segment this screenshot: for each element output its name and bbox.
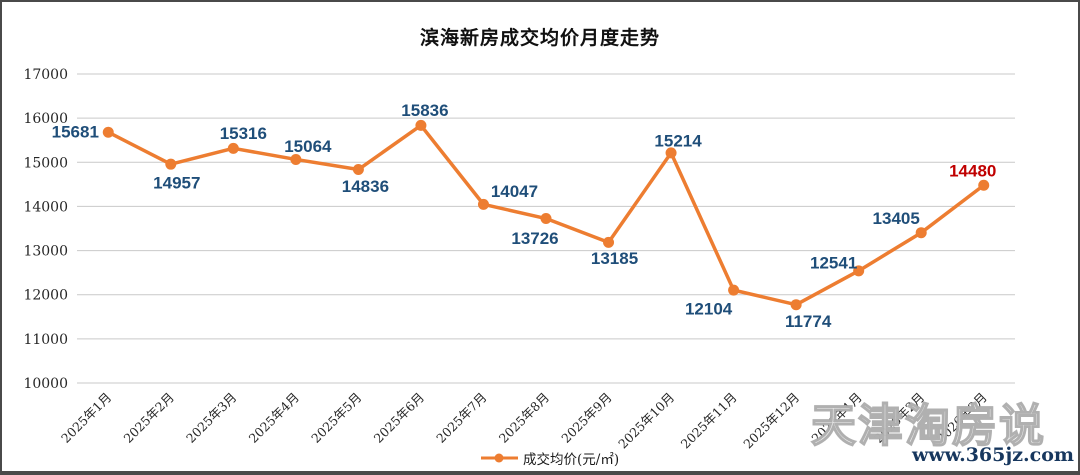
y-tick-label: 11000 <box>23 332 68 348</box>
x-tick-label: 2025年9月 <box>558 390 614 446</box>
data-label: 14047 <box>491 182 538 201</box>
data-point <box>415 119 427 131</box>
y-tick-label: 13000 <box>23 244 68 260</box>
data-label: 15681 <box>52 123 99 142</box>
data-label: 12104 <box>685 300 733 319</box>
data-point <box>227 142 239 154</box>
x-tick-label: 2026年2月 <box>871 390 927 446</box>
data-label: 15316 <box>220 124 267 143</box>
x-tick-label: 2025年11月 <box>678 390 740 452</box>
data-point <box>915 227 927 239</box>
x-tick-label: 2025年7月 <box>433 390 489 446</box>
data-label: 14836 <box>342 177 389 196</box>
data-label: 14957 <box>153 174 200 193</box>
y-tick-label: 17000 <box>23 67 68 83</box>
data-point <box>603 236 615 248</box>
x-tick-label: 2025年1月 <box>58 390 114 446</box>
x-tick-label: 2025年8月 <box>496 390 552 446</box>
legend-line-marker-icon <box>481 453 518 463</box>
data-point <box>290 153 302 165</box>
data-point <box>352 164 364 176</box>
data-label: 12541 <box>810 253 857 272</box>
x-tick-label: 2025年10月 <box>615 390 677 452</box>
data-point <box>540 213 552 225</box>
data-point <box>477 198 489 210</box>
data-point <box>728 284 740 296</box>
x-tick-label: 2025年12月 <box>740 390 802 452</box>
x-tick-label: 2025年6月 <box>371 390 427 446</box>
data-point <box>102 126 114 138</box>
x-tick-label: 2025年3月 <box>183 390 239 446</box>
x-tick-label: 2026年1月 <box>808 390 864 446</box>
y-tick-label: 15000 <box>23 155 68 171</box>
y-tick-label: 16000 <box>23 111 68 127</box>
chart-title: 滨海新房成交均价月度走势 <box>419 28 660 49</box>
data-label: 13726 <box>511 229 558 248</box>
legend: 成交均价(元/㎡) <box>480 448 619 468</box>
y-tick-label: 10000 <box>23 376 68 392</box>
legend-label: 成交均价(元/㎡) <box>523 452 620 468</box>
data-point <box>665 147 677 159</box>
data-label: 15836 <box>401 101 448 120</box>
data-label: 13185 <box>591 249 638 268</box>
y-tick-label: 14000 <box>23 199 68 215</box>
data-point <box>165 158 177 170</box>
data-label: 13405 <box>873 209 920 228</box>
data-label: 14480 <box>949 162 996 181</box>
y-tick-label: 12000 <box>23 288 68 304</box>
data-point <box>790 299 802 311</box>
data-point <box>978 179 990 191</box>
legend-dot <box>494 453 504 463</box>
data-label: 15214 <box>654 131 702 150</box>
data-label: 15064 <box>284 137 332 156</box>
x-tick-label: 2025年4月 <box>246 390 302 446</box>
data-point <box>853 265 865 277</box>
data-label: 11774 <box>785 312 832 331</box>
x-tick-label: 2025年2月 <box>121 390 177 446</box>
x-tick-label: 2026年3月 <box>933 390 989 446</box>
x-tick-label: 2025年5月 <box>308 390 364 446</box>
